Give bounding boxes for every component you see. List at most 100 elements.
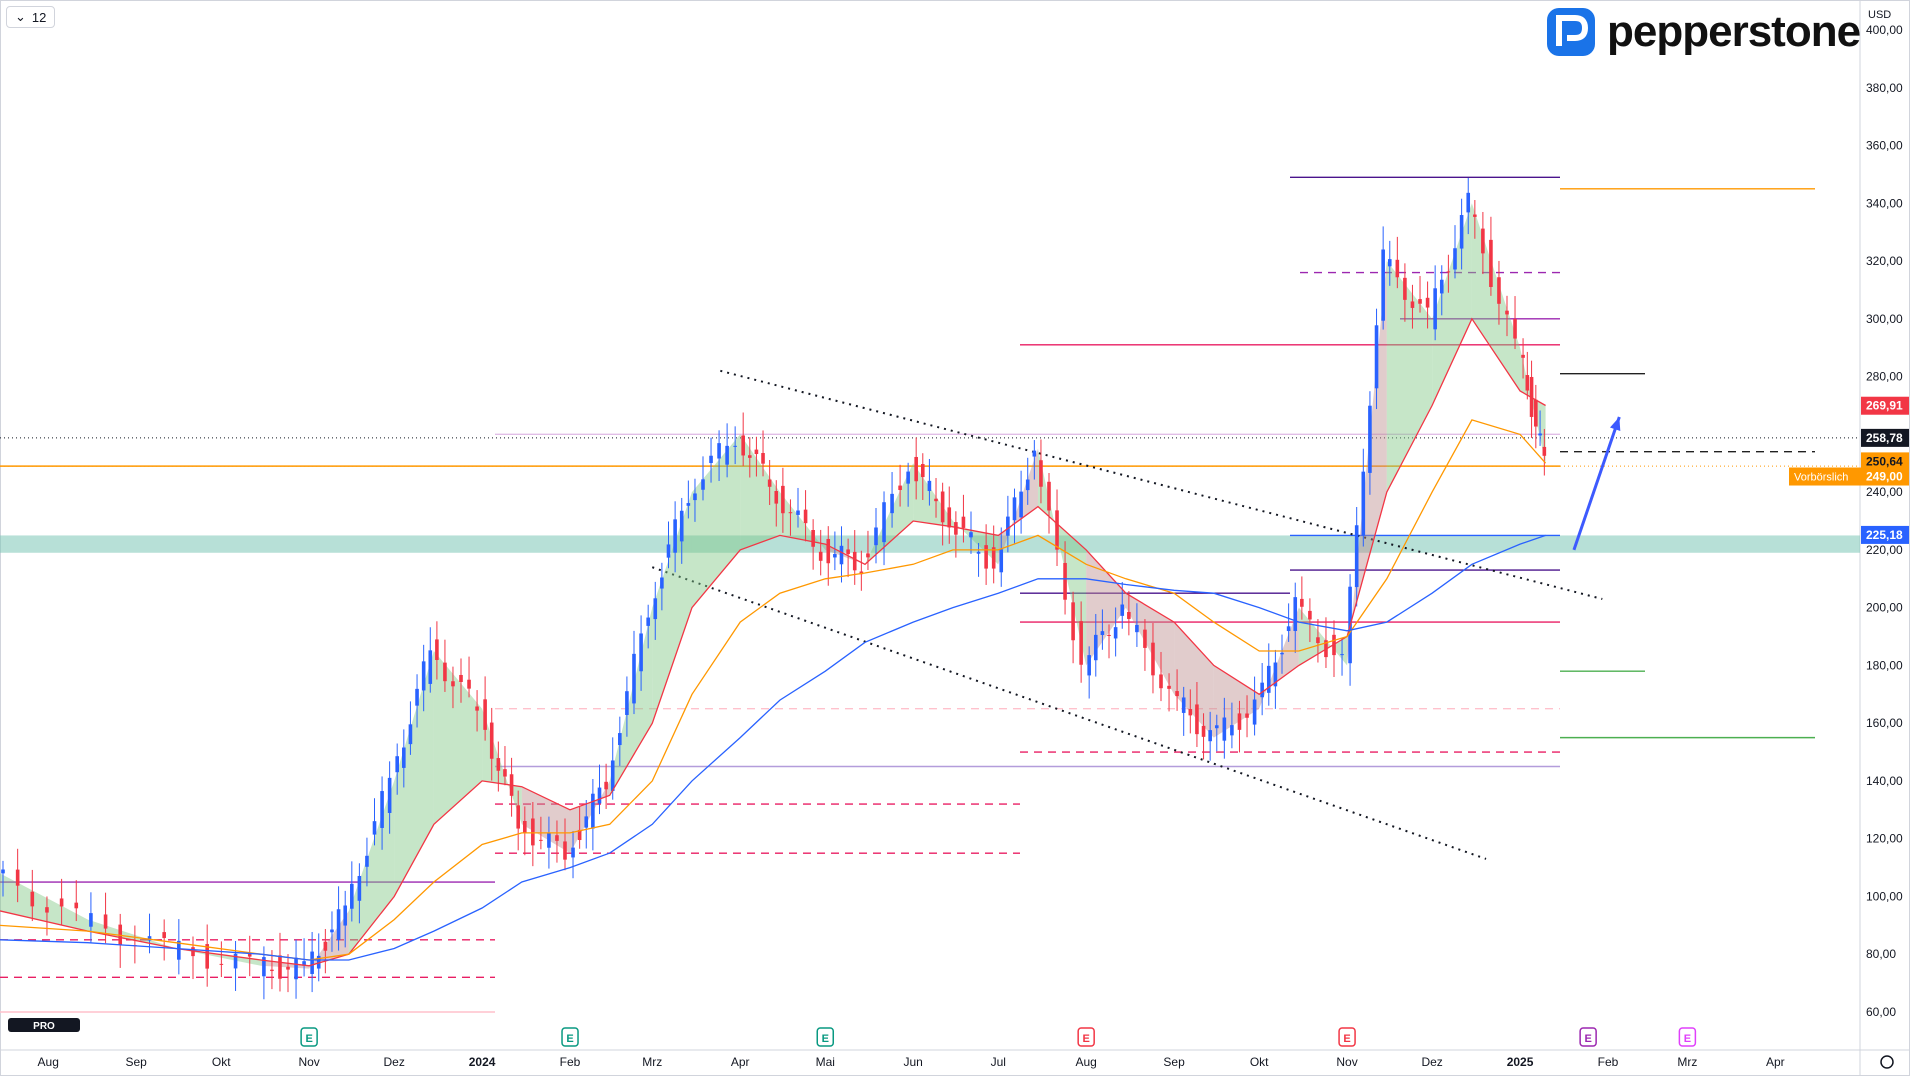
- candle-body-3-5: [302, 961, 306, 966]
- price-tick-label: 180,00: [1866, 658, 1903, 672]
- candle-body-23-0: [1127, 611, 1131, 619]
- candle-body-20-2: [1012, 497, 1017, 521]
- earnings-marker: E: [1082, 1033, 1089, 1045]
- blue-price-tag-bg: [1861, 525, 1909, 544]
- ribbon-segment-25: [1213, 665, 1260, 738]
- candle-body-16-5: [859, 571, 864, 575]
- candle-body-17-2: [882, 502, 886, 543]
- candle-body-9-5: [563, 841, 567, 860]
- candle-body-0-4: [59, 898, 64, 907]
- candle-body-26-4: [1286, 626, 1291, 632]
- candle-body-31-4: [1505, 310, 1509, 315]
- candle-body-23-4: [1159, 674, 1163, 689]
- ribbon-segment-9: [521, 786, 571, 854]
- candle-body-13-1: [701, 479, 705, 490]
- candle-body-14-0: [741, 435, 745, 456]
- moving-average-1: [0, 317, 1546, 967]
- candle-body-21-3: [1063, 562, 1067, 600]
- price-tick-label: 340,00: [1866, 196, 1903, 210]
- candle-body-14-1: [747, 455, 752, 458]
- tv-pro-badge: [8, 1018, 80, 1032]
- candle-body-20-1: [1006, 516, 1010, 536]
- earnings-marker: E: [305, 1033, 312, 1045]
- candle-body-26-5: [1293, 597, 1298, 632]
- candle-body-13-5: [733, 445, 737, 447]
- ribbon-segment-27: [1298, 607, 1348, 666]
- tv-pro-badge-label: PRO: [33, 1021, 55, 1032]
- candle-body-12-4: [679, 510, 684, 542]
- candle-body-29-5: [1425, 297, 1430, 308]
- candle-body-13-0: [693, 493, 697, 501]
- candle-body-12-5: [686, 503, 691, 506]
- candle-body-5-1: [357, 875, 362, 901]
- price-tick-label: 220,00: [1866, 543, 1903, 557]
- candle-body-28-4: [1374, 325, 1379, 389]
- price-tick-label: 300,00: [1866, 312, 1903, 326]
- ribbon-segment-6: [394, 650, 434, 897]
- candle-body-7-2: [451, 681, 455, 687]
- candle-body-22-4: [1113, 627, 1118, 639]
- time-tick-label: Feb: [560, 1055, 581, 1069]
- candle-body-23-3: [1151, 642, 1155, 676]
- candle-body-30-5: [1466, 192, 1471, 213]
- candle-body-4-2: [323, 941, 328, 951]
- ribbon-segment-7: [433, 650, 483, 825]
- last-price-tag-bg: [1861, 428, 1909, 447]
- time-tick-label: Dez: [1421, 1055, 1442, 1069]
- candle-body-14-5: [774, 491, 779, 504]
- candle-body-28-3: [1368, 405, 1372, 473]
- time-tick-label: Aug: [1075, 1055, 1096, 1069]
- earnings-marker-bg: [816, 1027, 835, 1047]
- time-tick-label: Aug: [38, 1055, 59, 1069]
- candle-body-31-2: [1489, 239, 1493, 287]
- ribbon-segment-1: [87, 919, 176, 949]
- projection-arrow-head: [1609, 417, 1621, 431]
- candle-body-1-5: [162, 932, 166, 938]
- candle-body-16-4: [852, 551, 857, 571]
- interval-button[interactable]: ⌄ 12: [6, 6, 56, 28]
- blue-price-tag: 225,18: [1866, 528, 1903, 542]
- candle-body-5-5: [387, 777, 392, 813]
- candle-body-31-1: [1481, 228, 1485, 254]
- ribbon-segment-22: [1086, 549, 1126, 666]
- earnings-marker: E: [822, 1033, 829, 1045]
- candle-body-32-0: [1521, 354, 1525, 358]
- price-tick-label: 120,00: [1866, 832, 1903, 846]
- earnings-marker: E: [1584, 1033, 1591, 1045]
- red-price-tag: 269,91: [1866, 399, 1903, 413]
- candle-body-9-0: [523, 821, 527, 834]
- chevron-down-icon: ⌄: [15, 9, 26, 24]
- candle-body-10-0: [571, 847, 575, 858]
- moving-average-2: [0, 419, 1547, 961]
- candle-body-26-2: [1273, 662, 1278, 687]
- candle-body-19-2: [969, 532, 973, 538]
- price-tick-label: 140,00: [1866, 774, 1903, 788]
- candle-body-4-3: [330, 929, 334, 933]
- candle-body-6-0: [395, 756, 399, 773]
- candle-body-24-1: [1181, 697, 1186, 713]
- candle-body-15-4: [811, 530, 815, 547]
- candle-body-9-1: [531, 818, 535, 846]
- moving-average-3: [0, 534, 1546, 961]
- candle-body-32-4: [1538, 433, 1542, 436]
- candle-body-17-1: [874, 527, 878, 546]
- ribbon-segment-28: [1347, 261, 1387, 666]
- candle-body-13-4: [725, 445, 729, 465]
- candle-body-11-5: [646, 617, 650, 626]
- time-tick-label: Mrz: [642, 1055, 662, 1069]
- candle-body-22-0: [1087, 655, 1091, 676]
- candle-body-22-3: [1107, 634, 1111, 636]
- candle-body-30-0: [1433, 288, 1437, 330]
- candle-body-19-1: [961, 516, 966, 528]
- candle-body-32-1: [1525, 375, 1530, 391]
- candle-body-12-2: [666, 544, 671, 558]
- candle-body-10-5: [604, 781, 608, 790]
- price-tick-label: 280,00: [1866, 370, 1903, 384]
- premarket-tag-bg: [1789, 467, 1861, 486]
- candle-body-18-0: [914, 456, 918, 482]
- candle-body-32-3: [1534, 399, 1538, 427]
- earnings-marker-bg: [1077, 1027, 1095, 1047]
- candle-body-12-3: [673, 519, 677, 553]
